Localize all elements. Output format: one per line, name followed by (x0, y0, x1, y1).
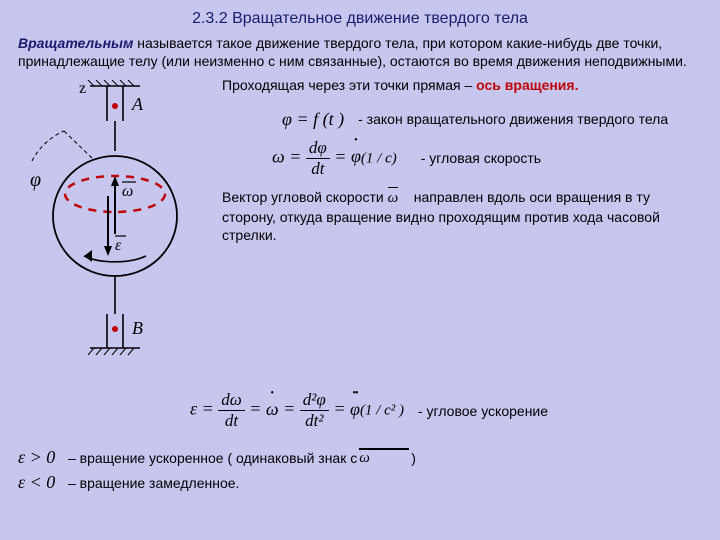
bottom-conditions: ε > 0 – вращение ускоренное ( одинаковый… (0, 439, 720, 501)
angvel-eq2: = (330, 146, 351, 166)
angvel-tail: (1 / c) (361, 150, 397, 166)
eps-pos-cond: ε > 0 (18, 447, 68, 468)
law-rhs: f (t ) (313, 109, 344, 129)
angacc-f1den: dt (218, 411, 245, 431)
angacc-eq4: = (329, 399, 350, 419)
law-row: φ = f (t ) - закон вращательного движени… (282, 109, 706, 130)
angvel-num: dφ (306, 138, 330, 159)
svg-text:ω: ω (122, 183, 133, 200)
eps-pos-post: ) (411, 450, 416, 466)
svg-text:A: A (131, 94, 144, 114)
eps-neg-text: – вращение замедленное. (68, 475, 239, 491)
angvel-den: dt (306, 159, 330, 179)
svg-text:z: z (79, 80, 86, 97)
angacc-eq2: = (245, 399, 266, 419)
definition-paragraph: Вращательным называется такое движение т… (0, 34, 720, 76)
angvel-phidot: φ (351, 146, 361, 167)
law-desc: - закон вращательного движения твердого … (358, 111, 668, 127)
axis-line: Проходящая через эти точки прямая – ось … (222, 76, 706, 100)
eps-pos-pre: – вращение ускоренное ( одинаковый знак … (68, 450, 357, 466)
vector-omega: ω (388, 187, 399, 209)
angacc-f2num: d²φ (300, 390, 329, 411)
law-eq: = (292, 109, 313, 129)
diagram-column: A z φ ω ε (0, 76, 222, 386)
eps-neg-row: ε < 0 – вращение замедленное. (18, 472, 702, 493)
svg-text:B: B (132, 318, 143, 338)
axis-term: ось вращения. (476, 77, 578, 93)
angacc-desc: - угловое ускорение (418, 403, 548, 419)
text-column: Проходящая через эти точки прямая – ось … (222, 76, 720, 386)
angacc-eq3: = (279, 399, 300, 419)
vector-pre: Вектор угловой скорости (222, 189, 388, 205)
svg-text:φ: φ (30, 169, 41, 191)
angvel-eq1: = (285, 146, 306, 166)
angacc-omegadot: ω (266, 399, 279, 420)
section-title: 2.3.2 Вращательное движение твердого тел… (0, 0, 720, 34)
law-phi: φ (282, 109, 292, 129)
angacc-tail: (1 / c² ) (360, 403, 404, 419)
angvel-omega: ω (272, 146, 285, 166)
angacc-phiddot: φ (350, 399, 360, 420)
vector-paragraph: Вектор угловой скорости ω направлен вдол… (222, 187, 706, 251)
term-rotational: Вращательным (18, 35, 133, 51)
angvel-row: ω = dφdt = φ(1 / c) - угловая скорость (272, 138, 706, 179)
angacc-row: ε = dωdt = ω = d²φdt² = φ(1 / c² ) - угл… (190, 390, 720, 431)
angvel-desc: - угловая скорость (421, 150, 541, 166)
angacc-eq1: = (197, 399, 218, 419)
angacc-f2den: dt² (300, 411, 329, 431)
eps-neg-cond: ε < 0 (18, 472, 68, 493)
eps-pos-omega: ω (359, 448, 409, 467)
rotation-diagram: A z φ ω ε (12, 76, 212, 386)
eps-pos-row: ε > 0 – вращение ускоренное ( одинаковый… (18, 447, 702, 468)
svg-text:ε: ε (115, 237, 122, 254)
axis-pre: Проходящая через эти точки прямая – (222, 77, 476, 93)
angacc-f1num: dω (218, 390, 245, 411)
